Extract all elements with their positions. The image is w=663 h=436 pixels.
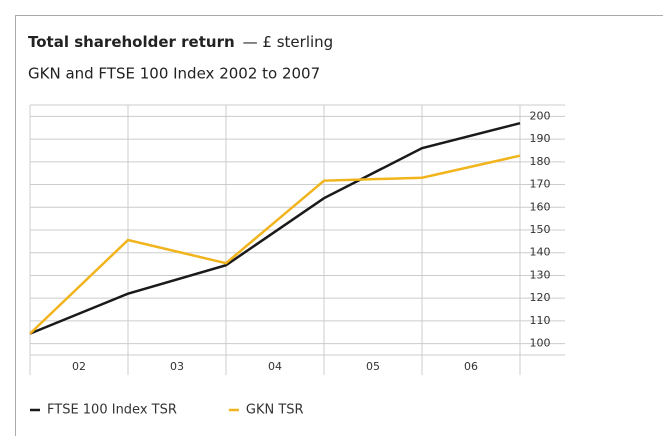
y-tick-label: 200 [530,109,551,122]
legend-label: GKN TSR [246,403,304,418]
y-tick-label: 140 [530,246,551,259]
y-tick-label: 100 [530,337,551,350]
chart-subtitle: GKN and FTSE 100 Index 2002 to 2007 [28,65,320,83]
legend-label: FTSE 100 Index TSR [47,403,177,418]
y-tick-label: 150 [530,223,551,236]
x-tick-label: 04 [268,360,282,373]
x-tick-label: 06 [464,360,478,373]
x-tick-label: 05 [366,360,380,373]
series-line [29,121,521,335]
chart-title-line: Total shareholder return — £ sterling [28,33,333,51]
y-tick-label: 120 [530,291,551,304]
y-tick-label: 170 [530,178,551,191]
chart-title: Total shareholder return [28,33,235,51]
series-line [29,154,521,335]
y-tick-label: 110 [530,314,551,327]
y-tick-label: 190 [530,132,551,145]
y-tick-label: 130 [530,268,551,281]
title-suffix: — £ sterling [243,33,334,51]
y-tick-label: 180 [530,155,551,168]
y-tick-label: 160 [530,200,551,213]
x-tick-label: 03 [170,360,184,373]
x-tick-label: 02 [72,360,86,373]
